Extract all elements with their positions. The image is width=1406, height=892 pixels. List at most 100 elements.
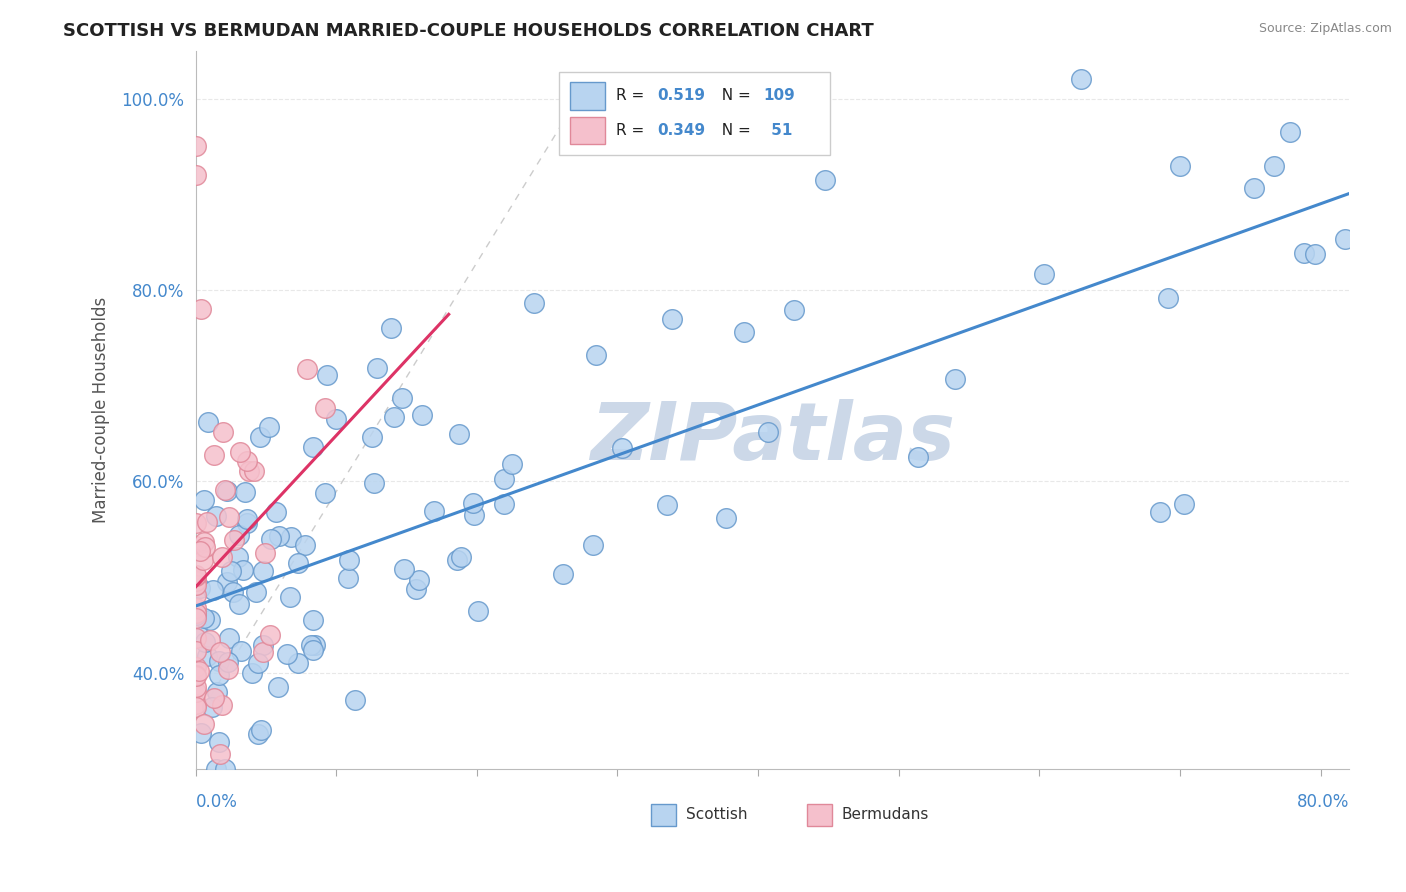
Point — [209, 645, 232, 659]
Point — [408, 573, 430, 587]
Point — [314, 401, 336, 416]
Point — [267, 680, 290, 694]
Point — [336, 571, 359, 585]
Point — [218, 509, 240, 524]
Point — [655, 498, 678, 512]
Text: 0.0%: 0.0% — [195, 793, 238, 812]
Point — [233, 485, 256, 500]
Point — [380, 321, 402, 335]
Point — [236, 454, 259, 468]
Text: N =: N = — [713, 88, 756, 103]
Point — [228, 528, 250, 542]
Point — [405, 582, 427, 596]
Point — [304, 638, 326, 652]
Point — [384, 410, 406, 425]
Point — [211, 549, 233, 564]
Point — [716, 511, 738, 525]
Point — [186, 621, 208, 635]
Text: 80.0%: 80.0% — [1296, 793, 1348, 812]
Point — [226, 549, 249, 564]
Point — [217, 655, 239, 669]
Point — [446, 553, 468, 567]
Point — [201, 699, 224, 714]
Text: 109: 109 — [763, 88, 794, 103]
Point — [363, 475, 385, 490]
Point — [184, 685, 207, 699]
Point — [463, 508, 485, 522]
Point — [208, 734, 231, 748]
Point — [1303, 247, 1326, 261]
Text: 0.519: 0.519 — [657, 88, 704, 103]
Point — [756, 425, 779, 440]
Point — [193, 611, 215, 625]
Point — [208, 654, 231, 668]
Point — [280, 530, 302, 544]
Point — [1333, 232, 1355, 246]
Point — [302, 440, 325, 454]
Text: N =: N = — [713, 123, 756, 138]
Point — [208, 668, 231, 682]
Point — [214, 483, 236, 497]
Point — [610, 442, 633, 456]
Point — [1070, 72, 1092, 87]
Point — [184, 669, 207, 683]
Point — [661, 312, 683, 326]
Point — [422, 504, 444, 518]
Point — [188, 664, 211, 678]
Point — [294, 539, 316, 553]
Point — [783, 303, 806, 318]
Point — [202, 691, 225, 706]
Point — [217, 662, 239, 676]
Point — [467, 604, 489, 618]
Point — [250, 723, 273, 737]
Point — [260, 532, 283, 546]
Point — [259, 628, 281, 642]
Point — [198, 613, 221, 627]
Point — [193, 535, 215, 549]
Point — [209, 747, 232, 762]
Point — [205, 685, 228, 699]
Point — [494, 497, 516, 511]
Point — [391, 391, 413, 405]
Point — [221, 584, 243, 599]
Text: ZIPatlas: ZIPatlas — [589, 400, 955, 477]
Point — [236, 512, 259, 526]
Point — [184, 539, 207, 553]
Point — [585, 348, 607, 362]
Point — [360, 430, 382, 444]
Point — [193, 717, 215, 731]
Point — [254, 546, 277, 560]
Point — [232, 563, 254, 577]
Point — [184, 611, 207, 625]
Point — [287, 657, 309, 671]
Point — [184, 644, 207, 658]
Point — [184, 700, 207, 714]
Text: R =: R = — [616, 123, 650, 138]
Point — [197, 415, 219, 429]
Point — [252, 638, 274, 652]
Point — [184, 600, 207, 615]
Point — [188, 543, 211, 558]
Point — [211, 425, 233, 439]
Point — [267, 529, 290, 543]
Point — [184, 168, 207, 182]
Point — [411, 409, 433, 423]
Text: 0.349: 0.349 — [657, 123, 704, 138]
Point — [302, 643, 325, 657]
Point — [198, 633, 221, 648]
Point — [366, 361, 388, 376]
Point — [217, 574, 239, 589]
Point — [184, 516, 207, 531]
Point — [195, 648, 218, 663]
Point — [1263, 160, 1285, 174]
Point — [463, 496, 485, 510]
Point — [343, 693, 366, 707]
Point — [1294, 245, 1316, 260]
Point — [264, 504, 287, 518]
Point — [257, 420, 280, 434]
Point — [494, 472, 516, 486]
Point — [337, 553, 360, 567]
Point — [1033, 267, 1056, 281]
Point — [252, 645, 274, 659]
Point — [184, 606, 207, 620]
